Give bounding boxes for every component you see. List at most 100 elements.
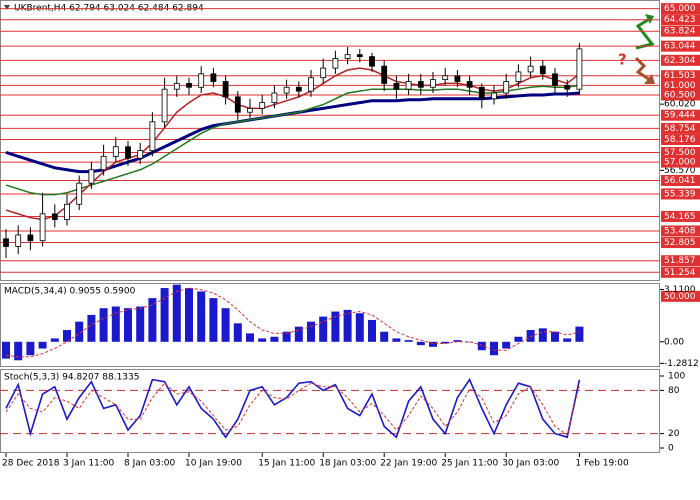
level-label: 57.000 bbox=[664, 158, 696, 168]
level-label-box bbox=[661, 40, 700, 52]
macd-bar bbox=[502, 341, 511, 349]
level-label-box bbox=[661, 188, 700, 200]
candle-body bbox=[417, 81, 424, 88]
symbol-icon bbox=[4, 5, 10, 10]
macd-bar bbox=[490, 341, 498, 356]
y-tick-label: 20 bbox=[668, 429, 680, 439]
candle-body bbox=[125, 146, 131, 159]
macd-bar bbox=[368, 319, 376, 342]
x-tick-label: 10 Jan 19:00 bbox=[185, 459, 242, 469]
macd-bar bbox=[258, 338, 267, 342]
main-panel bbox=[0, 0, 660, 281]
macd-bar bbox=[282, 331, 291, 342]
candle-body bbox=[210, 73, 217, 82]
candle-body bbox=[3, 238, 9, 247]
level-label: 63.824 bbox=[664, 27, 696, 37]
macd-bar bbox=[355, 313, 364, 342]
x-tick-label: 28 Dec 2018 bbox=[2, 459, 60, 469]
candle-body bbox=[369, 56, 375, 67]
level-label-box bbox=[661, 255, 700, 267]
y-tick-label: 80 bbox=[668, 386, 680, 396]
level-label-box bbox=[661, 210, 700, 222]
candle-body bbox=[222, 81, 229, 98]
stoch-title: Stoch(5,3,3) 94.8207 88.1335 bbox=[4, 373, 139, 383]
level-label-box bbox=[661, 109, 700, 121]
level-label: 53.408 bbox=[664, 226, 696, 236]
main-plot bbox=[0, 8, 660, 273]
candle-body bbox=[27, 234, 34, 242]
candle-body bbox=[64, 203, 70, 221]
macd-bar bbox=[2, 341, 10, 359]
candle-body bbox=[381, 65, 388, 84]
candle-body bbox=[503, 81, 510, 94]
candle-body bbox=[137, 150, 144, 159]
stoch-signal bbox=[5, 382, 580, 436]
macd-bar bbox=[26, 341, 35, 356]
x-tick-label: 18 Jan 03:00 bbox=[319, 459, 376, 469]
level-label-box bbox=[661, 14, 700, 26]
macd-bar bbox=[331, 311, 340, 342]
level-label: 55.339 bbox=[664, 189, 696, 199]
level-label-box bbox=[661, 70, 700, 82]
up-arrow-head bbox=[645, 14, 654, 24]
candle-body bbox=[344, 54, 351, 59]
macd-bar bbox=[75, 321, 84, 342]
macd-bar bbox=[246, 333, 254, 342]
level-label: 51.857 bbox=[664, 256, 696, 266]
macd-bar bbox=[185, 288, 193, 342]
level-label: 62.304 bbox=[664, 56, 696, 66]
macd-title: MACD(5,34,4) 0.9055 0.5900 bbox=[4, 287, 136, 297]
macd-bar bbox=[124, 308, 132, 342]
level-label: 50.000 bbox=[664, 292, 696, 302]
macd-bar bbox=[514, 336, 523, 342]
level-label-box bbox=[661, 156, 700, 168]
level-label-box bbox=[661, 79, 700, 91]
macd-bar bbox=[233, 323, 242, 342]
level-label: 54.165 bbox=[664, 212, 696, 222]
x-tick-label: 8 Jan 03:00 bbox=[124, 459, 176, 469]
candle-body bbox=[271, 92, 278, 104]
macd-bar bbox=[453, 340, 462, 342]
candle-body bbox=[100, 155, 107, 171]
y-tick-label: -1.2812 bbox=[664, 359, 699, 369]
level-label: 64.423 bbox=[664, 15, 696, 25]
candle-body bbox=[15, 234, 22, 247]
x-tick-label: 30 Jan 03:00 bbox=[502, 459, 559, 469]
candle-body bbox=[308, 77, 314, 92]
y-tick-label: 0 bbox=[668, 444, 674, 454]
macd-bar bbox=[392, 338, 401, 342]
candle-body bbox=[149, 121, 156, 151]
candle-body bbox=[198, 73, 205, 88]
macd-bar bbox=[148, 298, 157, 342]
macd-bar bbox=[416, 341, 425, 346]
annotation: ? bbox=[618, 51, 627, 69]
candle-body bbox=[405, 81, 412, 90]
macd-bar bbox=[441, 341, 450, 344]
macd-bar bbox=[111, 306, 120, 342]
candle-body bbox=[76, 182, 83, 205]
level-label: 61.000 bbox=[664, 81, 696, 91]
macd-bar bbox=[221, 308, 230, 342]
macd-bar bbox=[136, 306, 145, 342]
level-label: 52.805 bbox=[664, 238, 696, 248]
macd-panel bbox=[0, 283, 660, 367]
macd-bar bbox=[343, 309, 352, 342]
stoch-main bbox=[5, 377, 581, 439]
candle-body bbox=[234, 96, 241, 113]
macd-bar bbox=[404, 340, 413, 342]
macd-bar bbox=[319, 316, 328, 342]
candle-body bbox=[112, 146, 119, 157]
macd-bar bbox=[50, 338, 59, 342]
level-label: 58.176 bbox=[664, 135, 696, 145]
level-label-box bbox=[661, 3, 700, 15]
level-label-box bbox=[661, 174, 700, 186]
macd-bar bbox=[99, 308, 108, 342]
y-tick-label: 100 bbox=[668, 372, 685, 382]
candle-body bbox=[527, 65, 534, 73]
level-label: 63.044 bbox=[664, 42, 696, 52]
level-label-box bbox=[661, 225, 700, 237]
level-label: 59.444 bbox=[664, 111, 696, 121]
macd-bar bbox=[551, 331, 559, 342]
candle-body bbox=[552, 73, 558, 86]
